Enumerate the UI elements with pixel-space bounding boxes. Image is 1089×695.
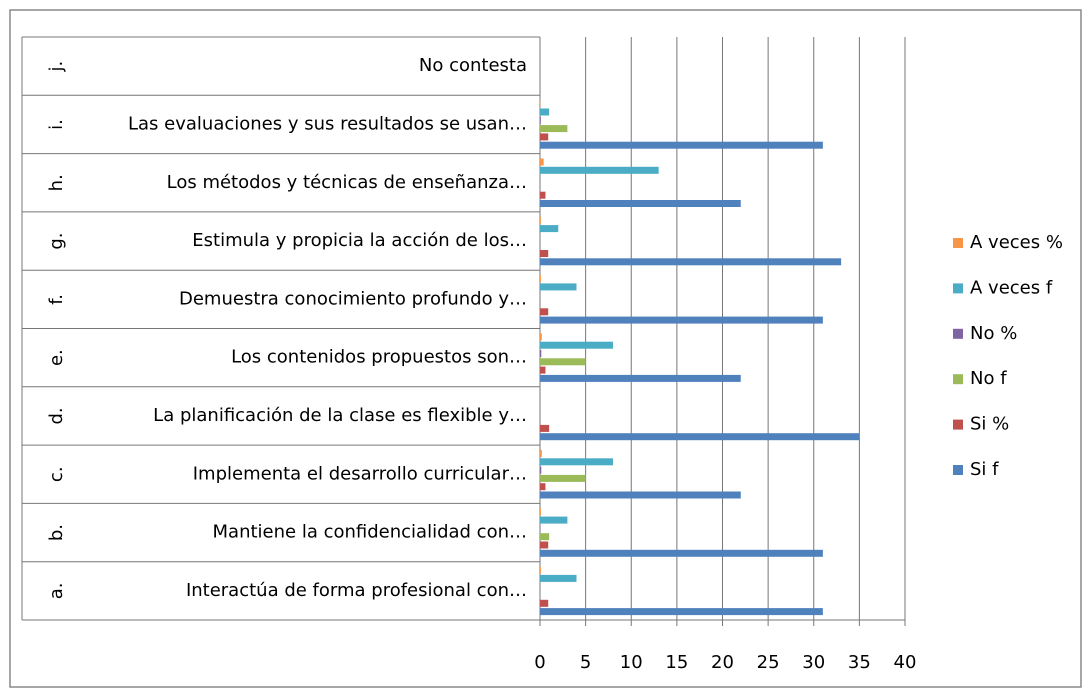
bar <box>540 516 568 524</box>
bar <box>540 341 613 349</box>
bar <box>540 308 549 316</box>
bar <box>540 116 541 124</box>
category-letter: j. <box>46 61 67 73</box>
bar <box>540 133 549 141</box>
category-letter: g. <box>46 232 67 249</box>
bar <box>540 366 546 374</box>
bar <box>540 166 659 174</box>
bar <box>540 333 542 341</box>
bar <box>540 424 550 432</box>
bar <box>540 466 542 474</box>
bar <box>540 275 541 283</box>
legend-label: Si f <box>970 459 999 480</box>
x-tick-label: 25 <box>757 652 780 673</box>
category-letter: a. <box>46 582 67 599</box>
category-letter: e. <box>46 349 67 366</box>
category-label: La planificación de la clase es flexible… <box>153 405 527 426</box>
bar <box>540 350 542 357</box>
bar <box>540 599 549 607</box>
bar <box>540 458 613 466</box>
x-tick-label: 35 <box>848 652 871 673</box>
x-tick-label: 15 <box>665 652 688 673</box>
bar <box>540 608 823 616</box>
category-label: Las evaluaciones y sus resultados se usa… <box>128 113 527 134</box>
x-tick-label: 40 <box>894 652 917 673</box>
bar <box>540 549 823 557</box>
legend-label: A veces f <box>970 277 1053 298</box>
category-label: Estimula y propicia la acción de los… <box>192 230 527 251</box>
bar <box>540 483 546 491</box>
bar <box>540 358 586 366</box>
bar <box>540 283 577 291</box>
bar <box>540 258 842 266</box>
bar <box>540 250 549 257</box>
category-label: No contesta <box>419 55 527 76</box>
category-letter: c. <box>46 466 67 482</box>
bar <box>540 474 586 482</box>
bar <box>540 141 823 149</box>
category-label: Interactúa de forma profesional con… <box>186 580 527 601</box>
bar <box>540 566 541 574</box>
legend-swatch <box>953 328 963 339</box>
bar <box>540 191 546 199</box>
legend-swatch <box>953 419 963 430</box>
bar <box>540 200 741 207</box>
bar <box>540 533 550 541</box>
legend-swatch <box>953 238 963 248</box>
legend-label: No % <box>970 323 1017 344</box>
bar <box>540 450 542 457</box>
legend-swatch <box>953 374 963 385</box>
bar <box>540 125 568 133</box>
legend-label: A veces % <box>970 232 1063 253</box>
bar <box>540 374 741 382</box>
bar <box>540 574 577 582</box>
bar <box>540 158 544 166</box>
bar <box>540 316 823 324</box>
bar <box>540 541 549 549</box>
category-letter: d. <box>46 407 67 424</box>
legend-label: No f <box>970 368 1007 389</box>
legend-label: Si % <box>970 414 1009 435</box>
legend-swatch <box>953 283 963 294</box>
x-tick-label: 20 <box>711 652 734 673</box>
bar <box>540 108 550 116</box>
category-letter: i. <box>46 119 67 130</box>
bar <box>540 433 860 441</box>
x-tick-label: 5 <box>580 652 591 673</box>
category-label: Implementa el desarrollo curricular… <box>193 463 527 484</box>
x-tick-label: 0 <box>534 652 545 673</box>
category-label: Los métodos y técnicas de enseñanza… <box>167 172 527 193</box>
bar <box>540 216 541 224</box>
bar <box>540 225 559 233</box>
x-tick-label: 10 <box>620 652 643 673</box>
category-label: Demuestra conocimiento profundo y… <box>179 288 527 309</box>
category-label: Los contenidos propuestos son… <box>231 347 527 368</box>
category-label: Mantiene la confidencialidad con… <box>213 522 527 543</box>
bar <box>540 491 741 499</box>
category-letter: b. <box>46 524 67 541</box>
category-letter: f. <box>46 294 67 305</box>
x-tick-label: 30 <box>802 652 825 673</box>
legend-swatch <box>953 465 963 475</box>
category-letter: h. <box>46 174 67 191</box>
bar <box>540 508 541 516</box>
